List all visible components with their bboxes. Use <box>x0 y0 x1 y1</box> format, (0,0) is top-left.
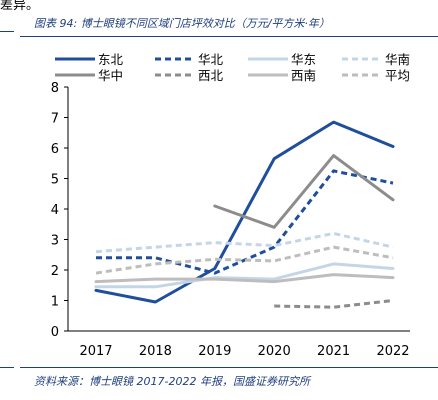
y-tick-label: 7 <box>51 112 59 127</box>
preceding-text: 差异。 <box>0 0 40 13</box>
legend-label: 华南 <box>385 52 410 67</box>
y-tick-label: 5 <box>51 173 59 188</box>
x-tick-label: 2020 <box>258 344 291 359</box>
divider-left-bottom <box>0 367 14 368</box>
legend-label: 平均 <box>385 68 410 83</box>
legend-label: 华中 <box>98 68 123 83</box>
x-tick-label: 2021 <box>317 344 350 359</box>
legend-label: 华北 <box>198 52 224 67</box>
y-tick-label: 4 <box>51 203 59 218</box>
source-note: 资料来源：博士眼镜 2017-2022 年报，国盛证券研究所 <box>34 375 310 388</box>
legend-label: 华东 <box>291 52 316 67</box>
series-line-2 <box>96 169 394 275</box>
y-tick-label: 6 <box>51 142 59 157</box>
figure-title: 图表 94: 博士眼镜不同区域门店坪效对比（万元/平方米·年） <box>34 17 330 30</box>
y-tick-label: 3 <box>51 234 59 249</box>
legend-label: 西北 <box>198 68 224 83</box>
x-tick-label: 2017 <box>79 344 112 359</box>
y-tick-label: 2 <box>51 264 59 279</box>
legend-label: 西南 <box>291 68 316 83</box>
series-line-7 <box>94 273 395 284</box>
x-tick-label: 2018 <box>139 344 172 359</box>
y-tick-label: 0 <box>51 325 59 340</box>
y-tick-label: 8 <box>51 81 59 96</box>
legend-label: 东北 <box>98 52 124 67</box>
figure-bottom-rule <box>20 367 438 368</box>
series-line-3 <box>94 262 395 289</box>
series-line-8 <box>95 245 394 275</box>
x-tick-label: 2019 <box>198 344 231 359</box>
series-line-1 <box>94 120 395 304</box>
series-line-6 <box>274 299 394 309</box>
x-tick-label: 2022 <box>376 344 409 359</box>
figure-title-bar: 图表 94: 博士眼镜不同区域门店坪效对比（万元/平方米·年） <box>20 14 438 37</box>
series-line-5 <box>213 154 395 229</box>
y-tick-label: 1 <box>51 295 59 310</box>
divider-left-top <box>0 31 14 32</box>
